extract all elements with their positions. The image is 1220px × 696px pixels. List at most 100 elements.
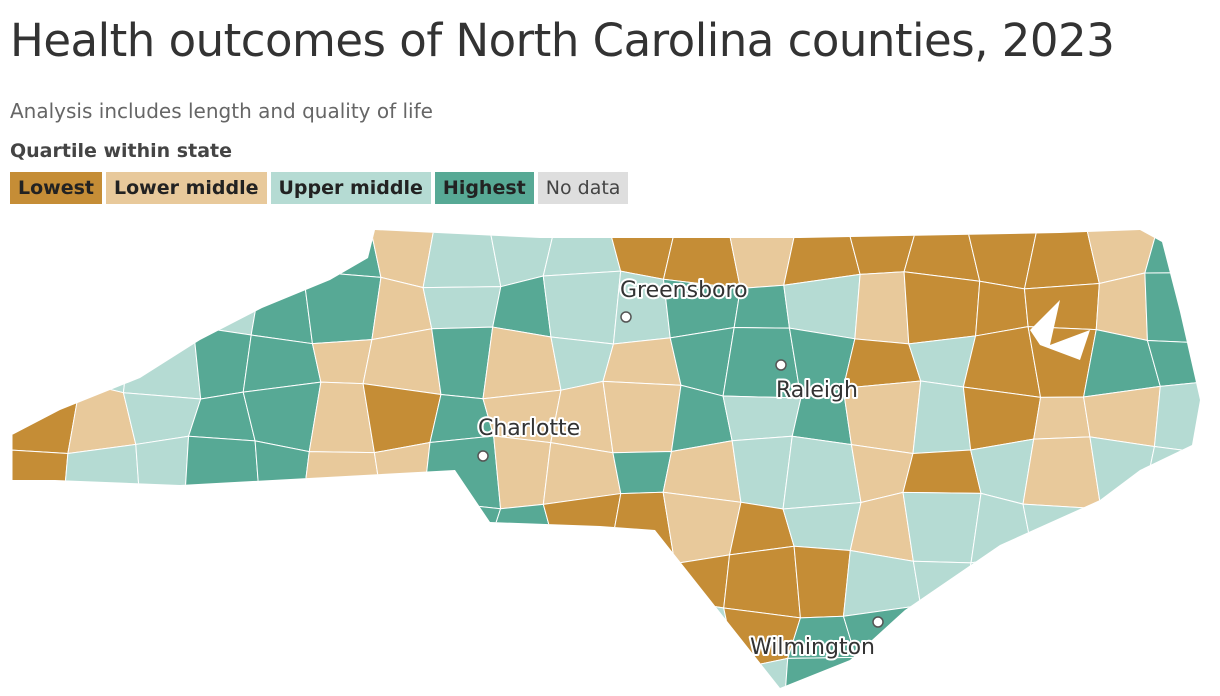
legend-item: Lowest <box>10 172 102 204</box>
county <box>302 230 382 278</box>
county <box>1022 503 1102 554</box>
legend-item: Highest <box>434 172 534 204</box>
county <box>182 277 262 336</box>
county <box>674 554 731 609</box>
county <box>62 230 142 287</box>
county <box>1153 380 1200 455</box>
county <box>316 557 369 610</box>
county <box>423 435 502 510</box>
county <box>1033 396 1091 440</box>
county <box>364 556 440 607</box>
county <box>974 666 1030 688</box>
county <box>902 491 982 564</box>
county <box>854 271 910 345</box>
city-dot <box>872 616 884 628</box>
county <box>254 440 310 507</box>
legend-item: Upper middle <box>270 172 431 204</box>
county <box>907 600 976 675</box>
county <box>483 546 561 619</box>
county <box>246 494 318 559</box>
county <box>912 380 972 455</box>
county <box>376 670 427 688</box>
county <box>602 337 682 386</box>
city-label: Greensboro <box>620 278 748 303</box>
city-label: Wilmington <box>750 635 875 660</box>
county <box>422 230 502 289</box>
sound <box>1030 300 1090 360</box>
county <box>12 230 73 277</box>
county <box>1023 656 1101 688</box>
legend-title: Quartile within state <box>10 140 232 162</box>
county <box>249 230 315 279</box>
county <box>304 663 379 688</box>
city-dot <box>477 450 489 462</box>
county <box>784 656 861 688</box>
county <box>12 340 82 384</box>
county <box>493 435 552 510</box>
county <box>425 659 499 688</box>
city-dot <box>775 359 787 371</box>
county <box>782 435 862 510</box>
county <box>1143 657 1200 688</box>
county <box>902 449 982 494</box>
county <box>602 380 682 454</box>
city-label: Raleigh <box>776 378 858 403</box>
county <box>12 449 69 498</box>
county <box>1082 614 1162 660</box>
county <box>545 655 620 688</box>
county <box>1151 551 1200 616</box>
legend: Lowest Lower middle Upper middle Highest… <box>10 172 629 204</box>
county <box>362 328 442 396</box>
county <box>130 230 194 289</box>
county <box>1023 282 1100 331</box>
county <box>183 505 261 549</box>
county <box>1093 656 1151 688</box>
county <box>603 600 681 675</box>
title: Health outcomes of North Carolina counti… <box>10 14 1115 67</box>
county <box>435 546 489 618</box>
county <box>1082 545 1162 620</box>
county <box>1095 272 1148 342</box>
county <box>303 451 381 496</box>
county <box>662 491 742 565</box>
county <box>366 490 437 565</box>
county <box>1142 445 1200 502</box>
county <box>664 668 740 688</box>
county <box>302 270 382 345</box>
county <box>842 549 922 617</box>
county <box>184 614 260 663</box>
county <box>903 667 981 688</box>
county <box>63 490 141 565</box>
county <box>304 600 379 674</box>
county <box>855 656 909 688</box>
county <box>364 600 440 674</box>
county <box>1144 272 1200 344</box>
county <box>192 325 252 400</box>
county <box>554 548 610 619</box>
county <box>12 601 79 673</box>
county <box>616 665 668 688</box>
county <box>1142 490 1200 564</box>
county <box>723 545 801 619</box>
county <box>373 441 431 501</box>
county <box>1091 500 1153 553</box>
county <box>196 547 248 619</box>
county <box>542 492 622 561</box>
county <box>184 655 260 688</box>
subtitle: Analysis includes length and quality of … <box>10 99 433 123</box>
county <box>125 603 200 673</box>
county <box>303 490 381 565</box>
county <box>311 339 373 385</box>
county <box>256 655 308 688</box>
counties <box>12 230 1200 688</box>
county <box>962 600 1042 675</box>
county <box>244 547 320 619</box>
county <box>731 435 793 510</box>
county <box>1144 230 1200 274</box>
county <box>73 329 132 394</box>
county <box>12 661 69 688</box>
county <box>542 230 622 277</box>
county <box>912 560 972 606</box>
county <box>736 657 789 688</box>
